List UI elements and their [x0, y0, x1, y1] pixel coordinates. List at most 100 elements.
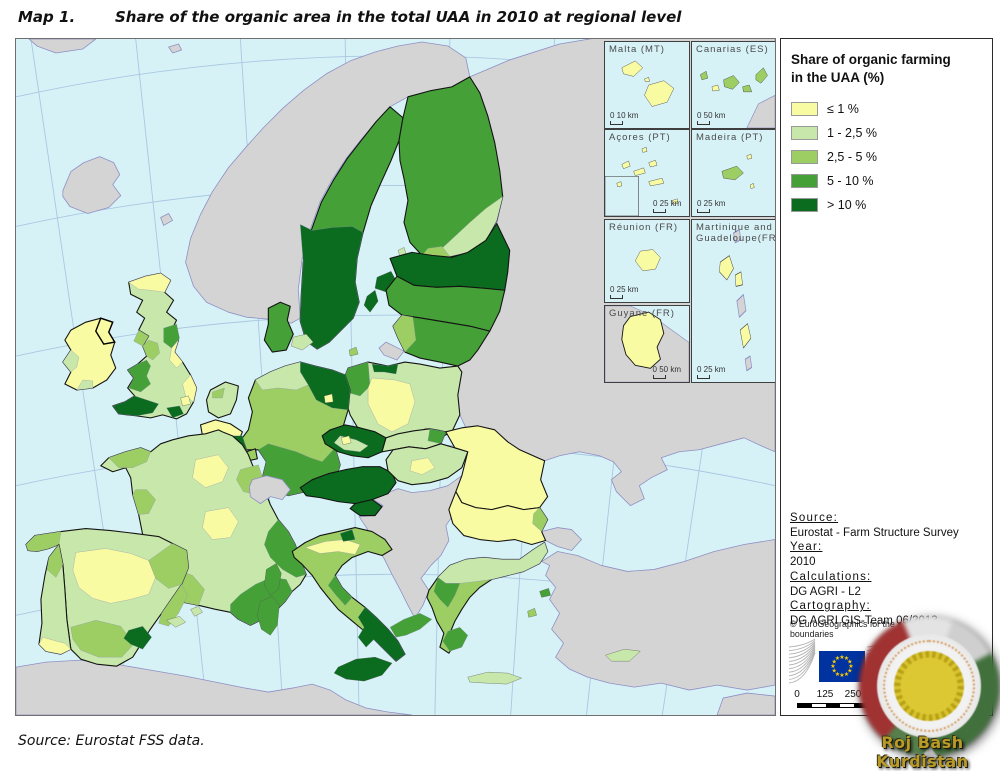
region-la-palma: [700, 70, 709, 81]
scale-bar: 0 125 250 500: [793, 689, 953, 708]
region-london: [180, 395, 191, 407]
region-brittany: [108, 447, 151, 468]
copyright-note: © EuroGeographics for the administrative…: [790, 619, 952, 639]
region-france-center: [202, 507, 239, 540]
inset-malta: Malta (MT) 0 10 km: [604, 41, 690, 129]
region-lithuania-west: [392, 315, 417, 353]
region-slovenia: [349, 499, 383, 517]
region-italy-south: [357, 607, 406, 662]
eu-flag-stars-icon: ★ ★★ ★★★ ★★★ ★★★: [830, 654, 853, 679]
ec-wave-line: [789, 647, 816, 670]
svg-text:★: ★: [832, 659, 837, 666]
scale-glyph: [697, 121, 710, 125]
ec-logo-text: European Commission: [901, 654, 951, 677]
inset-label: Açores (PT): [609, 132, 671, 143]
region-antigua: [733, 229, 742, 244]
inset-label: Malta (MT): [609, 44, 665, 55]
inset-scale: 0 50 km: [697, 111, 725, 125]
eu-flag-logo: ★ ★ ★ ★ ★ ★ ★ ★ ★ ★ ★ ★: [819, 651, 865, 682]
region-ni-border: [95, 317, 116, 345]
legend-swatch: [791, 101, 818, 116]
legend-items: ≤ 1 % 1 - 2,5 % 2,5 - 5 % 5 - 10 % > 10 …: [791, 101, 877, 221]
region-iceland: [62, 156, 122, 214]
ec-wave-line: [789, 638, 816, 648]
region-malta-island: [644, 80, 675, 107]
region-menorca: [190, 606, 203, 617]
legend-item: > 10 %: [791, 197, 877, 212]
ec-wave-line: [789, 644, 816, 662]
region-northeast-england: [163, 324, 180, 349]
inset-scale: 0 25 km: [610, 285, 638, 299]
inset-martinique-map: [719, 229, 753, 372]
region-sardinia: [257, 596, 280, 636]
region-aegean-island: [527, 608, 537, 618]
region-france-southeast: [264, 519, 307, 578]
inset-acores: Açores (PT) 0 25 km: [604, 129, 690, 217]
source-value: Eurostat - Farm Structure Survey: [790, 526, 959, 539]
inset-label: Martinique and Guadeloupe(FR): [696, 222, 776, 244]
inset-label: Réunion (FR): [609, 222, 679, 233]
region-mallorca: [166, 616, 186, 628]
region-gran-canaria: [742, 84, 753, 93]
inset-canarias-map: [700, 67, 775, 128]
scale-bar-labels: 0 125 250 500: [794, 689, 918, 700]
region-bornholm: [348, 346, 359, 357]
region-murcia: [123, 626, 152, 650]
region-berlin: [323, 393, 334, 404]
legend-item: 2,5 - 5 %: [791, 149, 877, 164]
figure-caption: Source: Eurostat FSS data.: [18, 733, 205, 749]
inset-scale: 0 50 km: [652, 365, 681, 379]
region-paris-basin: [192, 454, 229, 488]
inset-acores-map: [605, 146, 679, 216]
region-acores-3: [648, 159, 658, 168]
region-peloponnese: [442, 627, 468, 652]
region-po-valley: [305, 539, 361, 555]
region-guadeloupe: [719, 255, 734, 281]
region-tenerife: [723, 75, 740, 90]
legend-swatch: [791, 125, 818, 140]
region-poland-north: [371, 363, 399, 375]
source-block: Source: Eurostat - Farm Structure Survey…: [790, 511, 959, 629]
scale-glyph: [697, 209, 710, 213]
inset-malta-map: [621, 60, 675, 107]
source-label: Source:: [790, 512, 839, 524]
ec-wave-line: [789, 645, 816, 666]
svg-text:★: ★: [830, 663, 835, 670]
svg-text:★: ★: [839, 672, 844, 679]
scale-glyph: [610, 121, 623, 125]
region-gozo: [621, 60, 644, 77]
svg-text:★: ★: [835, 655, 840, 662]
region-greece-west: [433, 577, 460, 608]
ec-logo-waves-icon: [867, 638, 894, 684]
region-switzerland: [248, 475, 291, 505]
region-italy-center: [328, 575, 353, 606]
region-germany-north: [255, 361, 309, 391]
region-yorkshire: [169, 339, 183, 369]
region-norway: [185, 41, 471, 324]
page-title: Map 1. Share of the organic area in the …: [18, 8, 918, 26]
svg-text:★: ★: [832, 668, 837, 675]
map-number-label: Map 1.: [18, 8, 76, 26]
legend-item: 5 - 10 %: [791, 173, 877, 188]
calculations-label: Calculations:: [790, 570, 872, 583]
region-martinique-island: [739, 323, 752, 349]
legend-swatch: [791, 149, 818, 164]
calculations-value: DG AGRI - L2: [790, 585, 861, 598]
region-ireland-south: [76, 379, 93, 391]
svg-text:★: ★: [839, 654, 844, 661]
ec-wave-line: [789, 652, 816, 684]
region-st-lucia: [744, 355, 753, 372]
region-syria-corner: [716, 692, 775, 715]
svg-text:★: ★: [844, 655, 849, 662]
inset-scale: 0 25 km: [653, 199, 681, 213]
region-portugal-north: [46, 544, 64, 578]
cartography-label: Cartography:: [790, 600, 871, 613]
svg-text:★: ★: [847, 668, 852, 675]
region-andalucia: [70, 620, 134, 658]
ec-wave-line: [789, 642, 816, 659]
inset-reunion: Réunion (FR) 0 25 km: [604, 219, 690, 303]
inset-canarias: Canarias (ES) 0 50 km: [691, 41, 775, 129]
region-hungary-center: [409, 457, 436, 475]
region-east-england: [182, 374, 197, 403]
inset-madeira: Madeira (PT) 0 25 km: [691, 129, 775, 217]
